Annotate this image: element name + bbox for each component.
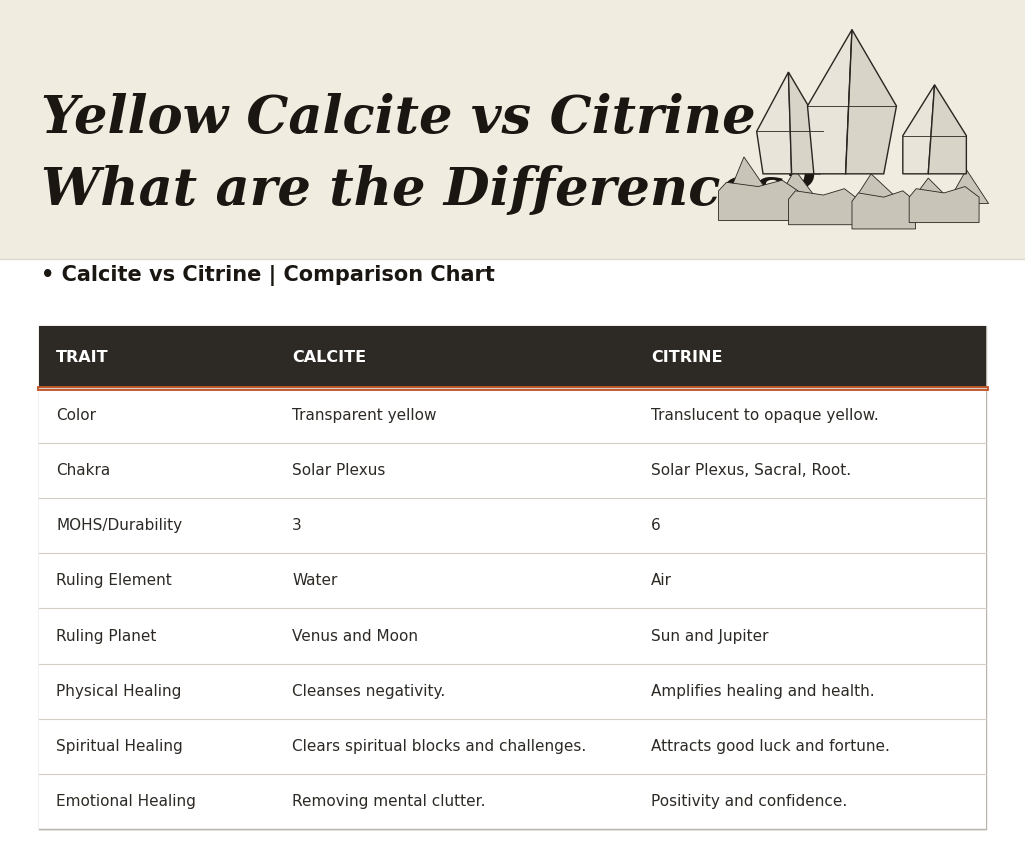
Text: Water: Water bbox=[292, 573, 337, 589]
Text: 3: 3 bbox=[292, 518, 302, 533]
Text: Attracts good luck and fortune.: Attracts good luck and fortune. bbox=[651, 739, 890, 754]
Text: Air: Air bbox=[651, 573, 671, 589]
Text: Solar Plexus, Sacral, Root.: Solar Plexus, Sacral, Root. bbox=[651, 463, 851, 478]
Bar bbox=[39, 553, 986, 609]
Text: MOHS/Durability: MOHS/Durability bbox=[56, 518, 182, 533]
Text: TRAIT: TRAIT bbox=[56, 349, 109, 365]
Polygon shape bbox=[776, 170, 820, 204]
Polygon shape bbox=[929, 85, 967, 174]
Text: Translucent to opaque yellow.: Translucent to opaque yellow. bbox=[651, 408, 878, 422]
Text: Transparent yellow: Transparent yellow bbox=[292, 408, 437, 422]
Polygon shape bbox=[909, 178, 953, 204]
Polygon shape bbox=[947, 170, 988, 204]
Bar bbox=[39, 498, 986, 553]
Text: Yellow Calcite vs Citrine.: Yellow Calcite vs Citrine. bbox=[41, 93, 774, 144]
Bar bbox=[39, 664, 986, 719]
Text: Physical Healing: Physical Healing bbox=[56, 683, 181, 699]
Text: What are the Differences?: What are the Differences? bbox=[41, 165, 815, 216]
Text: Clears spiritual blocks and challenges.: Clears spiritual blocks and challenges. bbox=[292, 739, 586, 754]
Bar bbox=[39, 388, 986, 443]
Text: Ruling Planet: Ruling Planet bbox=[56, 628, 157, 644]
Bar bbox=[39, 326, 986, 829]
Text: Color: Color bbox=[56, 408, 96, 422]
Polygon shape bbox=[788, 72, 823, 174]
Text: Sun and Jupiter: Sun and Jupiter bbox=[651, 628, 769, 644]
Polygon shape bbox=[909, 187, 979, 223]
Bar bbox=[0, 0, 1025, 259]
Bar bbox=[39, 719, 986, 774]
Bar bbox=[39, 326, 986, 388]
Text: Venus and Moon: Venus and Moon bbox=[292, 628, 418, 644]
Polygon shape bbox=[846, 30, 897, 174]
Text: Emotional Healing: Emotional Healing bbox=[56, 795, 196, 809]
Polygon shape bbox=[903, 85, 935, 174]
Text: Ruling Element: Ruling Element bbox=[56, 573, 172, 589]
Text: Chakra: Chakra bbox=[56, 463, 111, 478]
Polygon shape bbox=[852, 174, 903, 204]
Polygon shape bbox=[719, 181, 797, 220]
Text: Positivity and confidence.: Positivity and confidence. bbox=[651, 795, 847, 809]
Polygon shape bbox=[725, 157, 776, 204]
Text: CALCITE: CALCITE bbox=[292, 349, 366, 365]
Text: Cleanses negativity.: Cleanses negativity. bbox=[292, 683, 446, 699]
Text: Solar Plexus: Solar Plexus bbox=[292, 463, 385, 478]
Text: • Calcite vs Citrine | Comparison Chart: • Calcite vs Citrine | Comparison Chart bbox=[41, 265, 495, 286]
Bar bbox=[39, 609, 986, 664]
Text: Removing mental clutter.: Removing mental clutter. bbox=[292, 795, 486, 809]
Polygon shape bbox=[852, 191, 915, 229]
Bar bbox=[39, 774, 986, 829]
Polygon shape bbox=[808, 30, 852, 174]
Text: Amplifies healing and health.: Amplifies healing and health. bbox=[651, 683, 874, 699]
Text: CITRINE: CITRINE bbox=[651, 349, 723, 365]
Text: 6: 6 bbox=[651, 518, 661, 533]
Polygon shape bbox=[788, 189, 858, 225]
Bar bbox=[39, 443, 986, 498]
Text: Spiritual Healing: Spiritual Healing bbox=[56, 739, 183, 754]
Polygon shape bbox=[756, 72, 791, 174]
